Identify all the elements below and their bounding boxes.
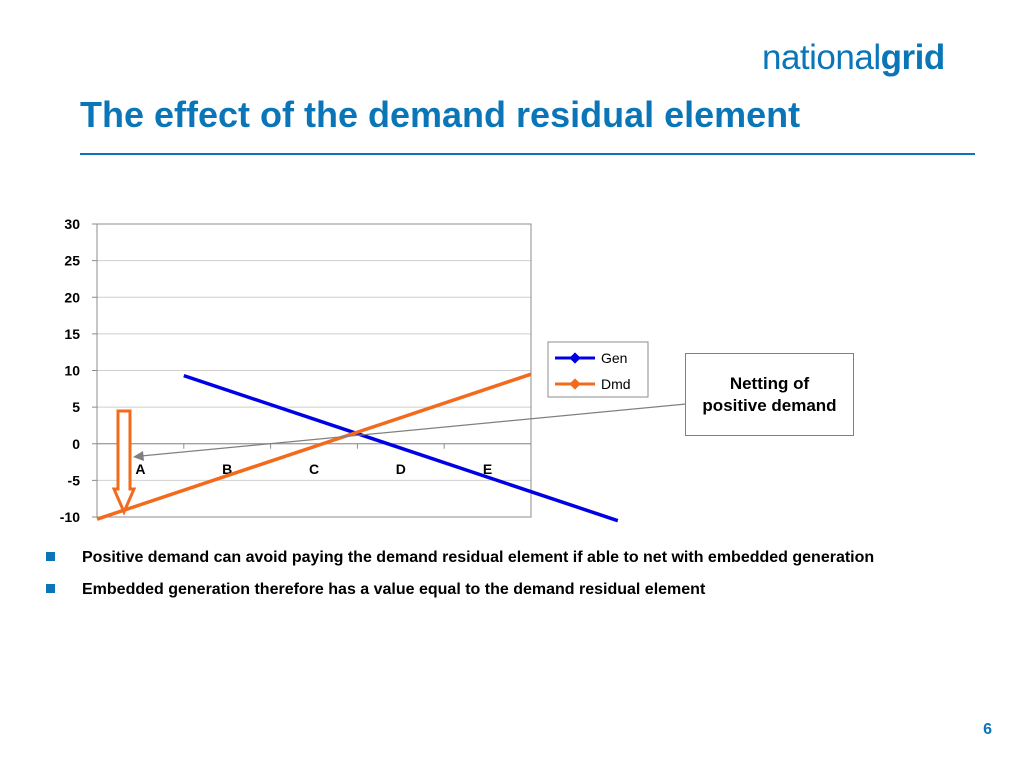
callout-pointer-line — [140, 403, 687, 457]
legend-label: Dmd — [601, 376, 631, 392]
x-tick-label: C — [309, 461, 319, 477]
y-tick-label: -5 — [68, 472, 81, 488]
legend-marker-diamond — [569, 352, 581, 364]
pointer-arrowhead-icon — [133, 451, 144, 461]
logo-bold: grid — [880, 38, 946, 77]
y-tick-label: 30 — [64, 216, 80, 232]
series-line-dmd — [96, 372, 532, 521]
y-tick-label: 10 — [64, 363, 80, 379]
y-tick-label: 0 — [72, 436, 80, 452]
down-arrow-icon — [111, 409, 137, 516]
bullet-square-icon — [46, 584, 55, 593]
y-tick-label: 15 — [64, 326, 80, 342]
legend-box — [547, 341, 649, 398]
logo-prefix: national — [762, 38, 881, 77]
x-tick-label: D — [396, 461, 406, 477]
y-tick-label: -10 — [60, 509, 80, 525]
y-tick-label: 20 — [64, 289, 80, 305]
page-number: 6 — [983, 721, 992, 738]
bullet-text: Positive demand can avoid paying the dem… — [82, 549, 875, 566]
bullet-square-icon — [46, 552, 55, 561]
legend-label: Gen — [601, 350, 627, 366]
slide-title: The effect of the demand residual elemen… — [80, 94, 801, 135]
callout-box: Netting of positive demand — [685, 353, 854, 436]
legend-marker-diamond — [569, 378, 581, 390]
y-tick-label: 5 — [72, 399, 80, 415]
bullet-item: Positive demand can avoid paying the dem… — [46, 547, 896, 568]
title-divider — [80, 153, 975, 155]
bullet-item: Embedded generation therefore has a valu… — [46, 579, 896, 600]
callout-text: Netting of positive demand — [702, 373, 837, 415]
bullet-text: Embedded generation therefore has a valu… — [82, 581, 706, 598]
x-tick-label: B — [222, 461, 232, 477]
x-tick-label: A — [135, 461, 145, 477]
bullet-list: Positive demand can avoid paying the dem… — [46, 547, 896, 611]
series-line-gen — [183, 373, 619, 523]
x-tick-label: E — [483, 461, 492, 477]
national-grid-logo: nationalgrid — [762, 38, 945, 78]
y-tick-label: 25 — [64, 253, 80, 269]
